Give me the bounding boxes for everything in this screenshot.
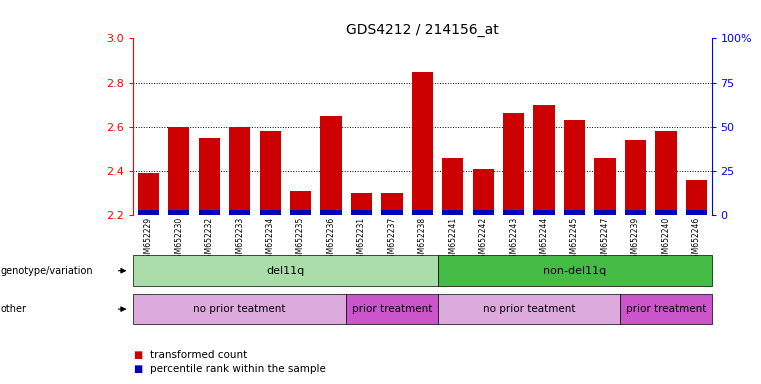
Bar bbox=[138, 210, 159, 215]
Bar bbox=[199, 138, 220, 215]
Bar bbox=[320, 116, 342, 215]
Bar bbox=[473, 169, 494, 215]
Text: other: other bbox=[1, 304, 27, 314]
Bar bbox=[625, 210, 646, 215]
Bar bbox=[229, 210, 250, 215]
Text: prior treatment: prior treatment bbox=[626, 304, 706, 314]
Text: non-del11q: non-del11q bbox=[543, 266, 607, 276]
Bar bbox=[533, 104, 555, 215]
Bar bbox=[564, 210, 585, 215]
Text: no prior teatment: no prior teatment bbox=[193, 304, 286, 314]
Bar bbox=[351, 193, 372, 215]
Bar bbox=[320, 210, 342, 215]
Bar bbox=[625, 140, 646, 215]
Bar bbox=[594, 210, 616, 215]
Bar bbox=[138, 173, 159, 215]
Bar bbox=[473, 210, 494, 215]
Bar bbox=[686, 210, 707, 215]
Text: prior treatment: prior treatment bbox=[352, 304, 432, 314]
Text: ■: ■ bbox=[133, 364, 142, 374]
Text: genotype/variation: genotype/variation bbox=[1, 266, 94, 276]
Bar bbox=[168, 127, 189, 215]
Bar bbox=[655, 131, 677, 215]
Bar bbox=[260, 131, 281, 215]
Text: ■: ■ bbox=[133, 350, 142, 360]
Bar bbox=[351, 210, 372, 215]
Bar bbox=[686, 180, 707, 215]
Bar bbox=[442, 158, 463, 215]
Bar bbox=[229, 127, 250, 215]
Bar bbox=[381, 193, 403, 215]
Text: del11q: del11q bbox=[266, 266, 304, 276]
Bar bbox=[533, 210, 555, 215]
Bar bbox=[503, 210, 524, 215]
Bar bbox=[199, 210, 220, 215]
Bar bbox=[290, 210, 311, 215]
Bar bbox=[381, 210, 403, 215]
Bar bbox=[290, 191, 311, 215]
Bar bbox=[564, 120, 585, 215]
Bar bbox=[442, 210, 463, 215]
Title: GDS4212 / 214156_at: GDS4212 / 214156_at bbox=[346, 23, 498, 37]
Bar bbox=[412, 71, 433, 215]
Bar bbox=[655, 210, 677, 215]
Bar bbox=[168, 210, 189, 215]
Bar bbox=[503, 114, 524, 215]
Text: no prior teatment: no prior teatment bbox=[482, 304, 575, 314]
Bar bbox=[412, 210, 433, 215]
Bar bbox=[260, 210, 281, 215]
Text: percentile rank within the sample: percentile rank within the sample bbox=[150, 364, 326, 374]
Bar bbox=[594, 158, 616, 215]
Text: transformed count: transformed count bbox=[150, 350, 247, 360]
